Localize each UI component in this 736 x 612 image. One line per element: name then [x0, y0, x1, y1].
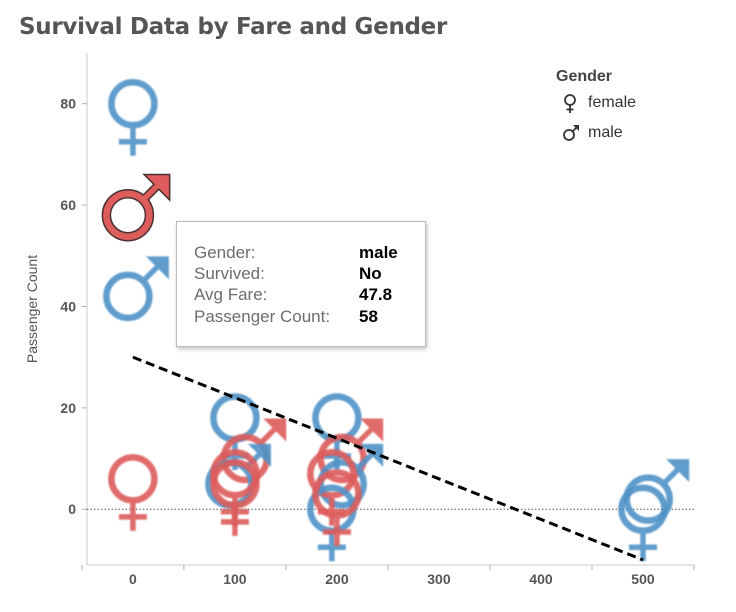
y-tick-label: 60	[60, 197, 76, 213]
tooltip-key: Passenger Count:	[194, 307, 331, 326]
male-point-mark	[101, 173, 171, 242]
x-tick-label: 500	[631, 571, 655, 587]
legend: Gender female male	[556, 68, 636, 146]
female-point-mark	[108, 78, 158, 156]
female-point-mark	[312, 469, 362, 547]
legend-title: Gender	[556, 68, 613, 85]
y-tick-label: 20	[60, 400, 76, 416]
x-tick-label: 300	[427, 571, 451, 587]
tooltip-key: Gender:	[194, 243, 256, 262]
female-point-mark	[108, 454, 158, 531]
legend-item-female[interactable]: female	[556, 86, 636, 116]
x-tick-label: 100	[223, 571, 247, 587]
male-symbol-icon	[563, 125, 579, 141]
y-tick-label: 0	[68, 501, 76, 517]
male-point-mark	[623, 459, 690, 524]
chart-title: Survival Data by Fare and Gender	[19, 14, 448, 40]
y-tick-label: 80	[60, 96, 76, 112]
tooltip-key: Avg Fare:	[194, 285, 268, 304]
y-axis-title: Passenger Count	[24, 255, 40, 363]
x-tick-label: 200	[325, 571, 349, 587]
trend-line	[132, 355, 644, 562]
x-tick-label: 0	[129, 571, 137, 587]
female-point-mark	[210, 459, 260, 536]
male-point-mark	[103, 256, 169, 322]
tooltip-value: 47.8	[359, 285, 393, 304]
tooltip: Gender: male Survived: No Avg Fare: 47.8…	[176, 221, 426, 347]
legend-label: female	[588, 94, 637, 111]
y-tick-label: 40	[60, 298, 76, 314]
female-symbol-icon	[564, 94, 576, 113]
x-tick-label: 400	[529, 571, 553, 587]
legend-label: male	[588, 124, 623, 141]
legend-item-male[interactable]: male	[556, 116, 623, 146]
tooltip-value: 58	[359, 307, 378, 326]
tooltip-key: Survived:	[194, 264, 265, 283]
tooltip-value: male	[359, 243, 398, 262]
tooltip-value: No	[359, 264, 382, 283]
